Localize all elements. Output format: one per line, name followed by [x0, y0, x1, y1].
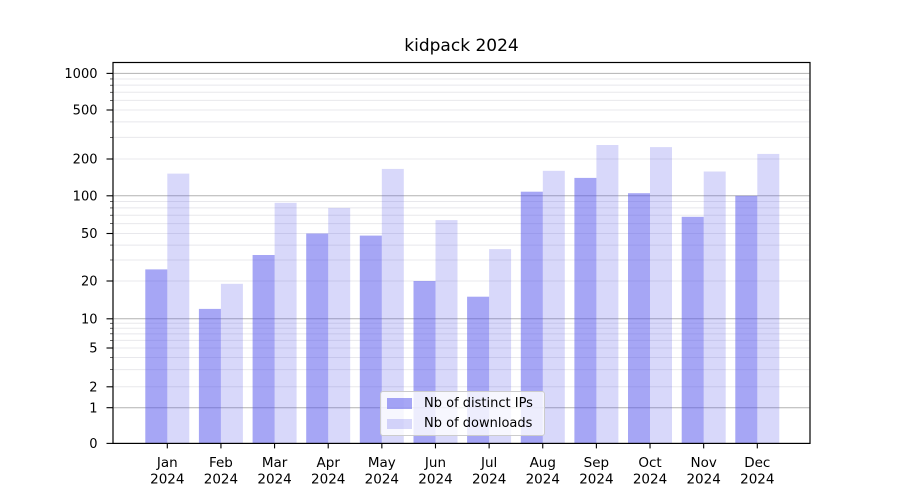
x-tick-label-year: 2024 — [633, 472, 667, 488]
bar-downloads — [757, 153, 780, 444]
bar-distinct-ips — [198, 308, 221, 444]
bar-distinct-ips — [574, 177, 597, 444]
x-tick-label-year: 2024 — [418, 472, 452, 488]
legend-swatch-ips-icon — [387, 398, 412, 409]
legend-label-downloads: Nb of downloads — [424, 416, 533, 432]
bar-distinct-ips — [145, 269, 168, 444]
x-tick-label-year: 2024 — [579, 472, 613, 488]
bar-downloads — [328, 207, 351, 444]
y-tick-label: 50 — [81, 227, 98, 242]
legend-swatch-downloads-icon — [387, 418, 412, 429]
x-tick-label-month: Oct — [638, 455, 661, 471]
x-tick-label-month: Nov — [690, 455, 716, 471]
bar-downloads — [703, 171, 726, 444]
x-tick-label-month: Jan — [156, 455, 178, 471]
x-tick-label-month: Mar — [262, 455, 288, 471]
y-tick-label: 20 — [81, 275, 98, 290]
x-tick-label-month: Aug — [530, 455, 556, 471]
bar-distinct-ips — [735, 195, 758, 444]
y-tick-label: 1 — [89, 401, 97, 416]
bar-downloads — [220, 283, 243, 444]
y-tick-label: 1000 — [64, 67, 97, 82]
x-tick-label-month: Sep — [584, 455, 609, 471]
bar-downloads — [596, 145, 619, 444]
y-tick-label: 10 — [81, 312, 98, 327]
x-tick-label-month: Feb — [209, 455, 233, 471]
bar-distinct-ips — [520, 191, 543, 444]
y-tick-label: 200 — [73, 153, 98, 168]
bar-downloads — [167, 173, 190, 444]
legend: Nb of distinct IPs Nb of downloads — [380, 391, 545, 436]
x-tick-label-month: May — [368, 455, 396, 471]
x-tick-label-year: 2024 — [311, 472, 345, 488]
bar-downloads — [381, 168, 404, 444]
bar-downloads — [650, 147, 672, 444]
bar-downloads — [274, 202, 297, 444]
x-tick-label-year: 2024 — [150, 472, 184, 488]
bar-distinct-ips — [628, 193, 650, 444]
chart-title: kidpack 2024 — [404, 36, 519, 56]
bar-distinct-ips — [681, 216, 704, 444]
bar-distinct-ips — [252, 255, 275, 444]
x-tick-label-year: 2024 — [472, 472, 506, 488]
x-tick-label-year: 2024 — [686, 472, 720, 488]
x-tick-label-year: 2024 — [365, 472, 399, 488]
y-tick-label: 100 — [73, 189, 98, 204]
y-tick-label: 2 — [89, 380, 97, 395]
plot-border — [112, 61, 811, 444]
legend-item-ips: Nb of distinct IPs — [387, 396, 538, 411]
bar-distinct-ips — [359, 235, 382, 444]
x-tick-label-month: Jun — [424, 455, 446, 471]
y-tick-label: 500 — [73, 104, 98, 119]
bar-downloads — [435, 220, 458, 444]
x-tick-label-month: Dec — [744, 455, 770, 471]
y-tick-label: 5 — [89, 342, 97, 357]
x-tick-label-month: Apr — [317, 455, 341, 471]
x-tick-label-year: 2024 — [257, 472, 291, 488]
bar-distinct-ips — [306, 233, 329, 444]
x-tick-label-month: Jul — [480, 455, 497, 471]
y-tick-label: 0 — [89, 437, 97, 452]
x-tick-label-year: 2024 — [204, 472, 238, 488]
legend-item-downloads: Nb of downloads — [387, 417, 538, 432]
x-tick-label-year: 2024 — [740, 472, 774, 488]
x-tick-label-year: 2024 — [526, 472, 560, 488]
bar-downloads — [542, 170, 565, 444]
legend-label-ips: Nb of distinct IPs — [424, 395, 533, 411]
